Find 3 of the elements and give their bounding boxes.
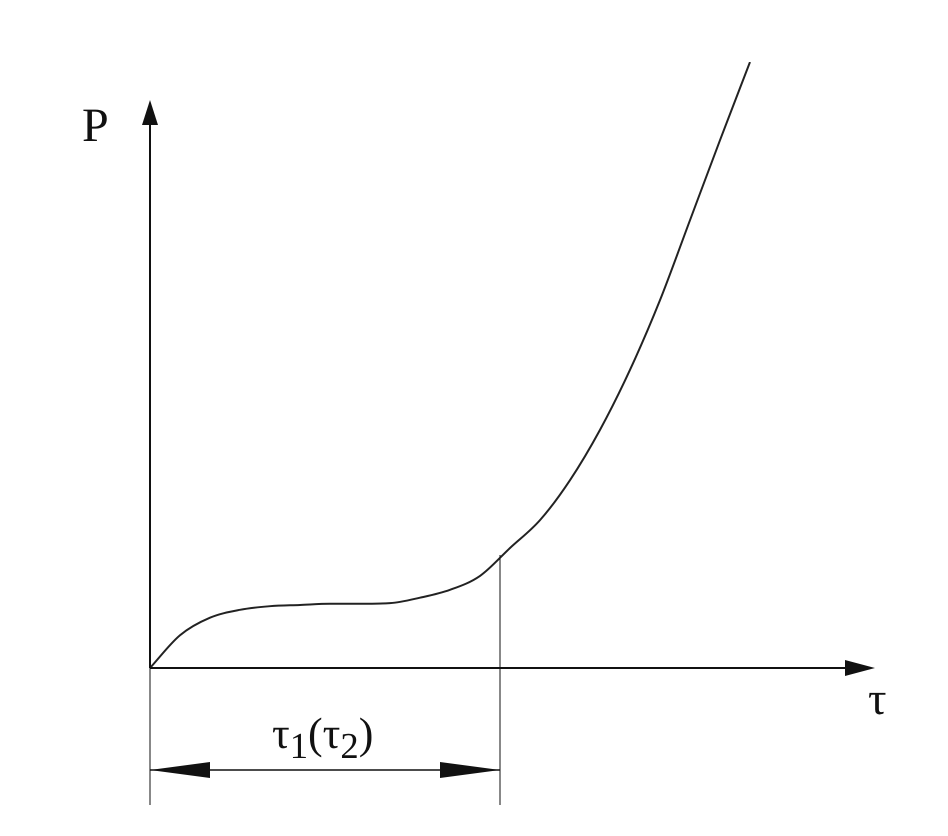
y-axis-title: P: [82, 98, 109, 153]
text: τ$_{1}$(τ$_{2}$): [272, 708, 374, 767]
x-axis-title: τ: [868, 672, 886, 725]
